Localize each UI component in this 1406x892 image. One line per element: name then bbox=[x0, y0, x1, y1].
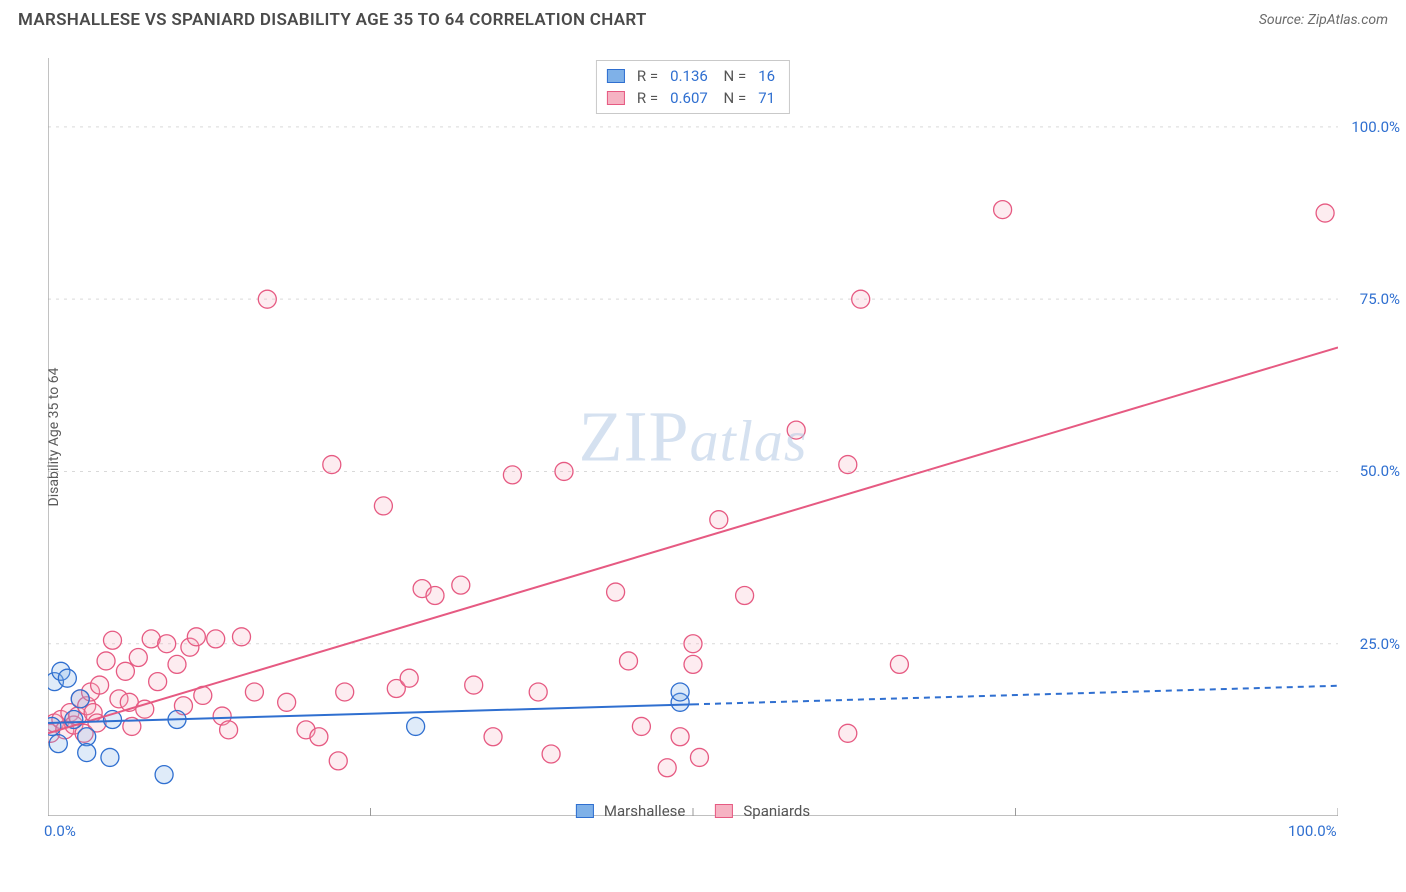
x-tick-label: 0.0% bbox=[44, 822, 76, 840]
y-tick-label: 50.0% bbox=[1360, 462, 1400, 480]
legend-stats-row: R =0.136 N =16 bbox=[607, 65, 775, 87]
chart-area: Disability Age 35 to 64 ZIPatlas R =0.13… bbox=[48, 58, 1338, 816]
y-tick-label: 25.0% bbox=[1360, 635, 1400, 653]
legend-item: Marshallese bbox=[576, 802, 685, 820]
x-tick-label: 100.0% bbox=[1288, 822, 1337, 840]
legend-stats: R =0.136 N =16 R =0.607 N =71 bbox=[596, 60, 790, 114]
legend-series: Marshallese Spaniards bbox=[576, 802, 810, 820]
source-attribution: Source: ZipAtlas.com bbox=[1259, 12, 1388, 28]
chart-title: MARSHALLESE VS SPANIARD DISABILITY AGE 3… bbox=[18, 10, 647, 30]
legend-stats-row: R =0.607 N =71 bbox=[607, 87, 775, 109]
scatter-plot bbox=[48, 58, 1338, 816]
y-tick-label: 75.0% bbox=[1360, 290, 1400, 308]
legend-item: Spaniards bbox=[715, 802, 810, 820]
y-tick-label: 100.0% bbox=[1351, 118, 1400, 136]
